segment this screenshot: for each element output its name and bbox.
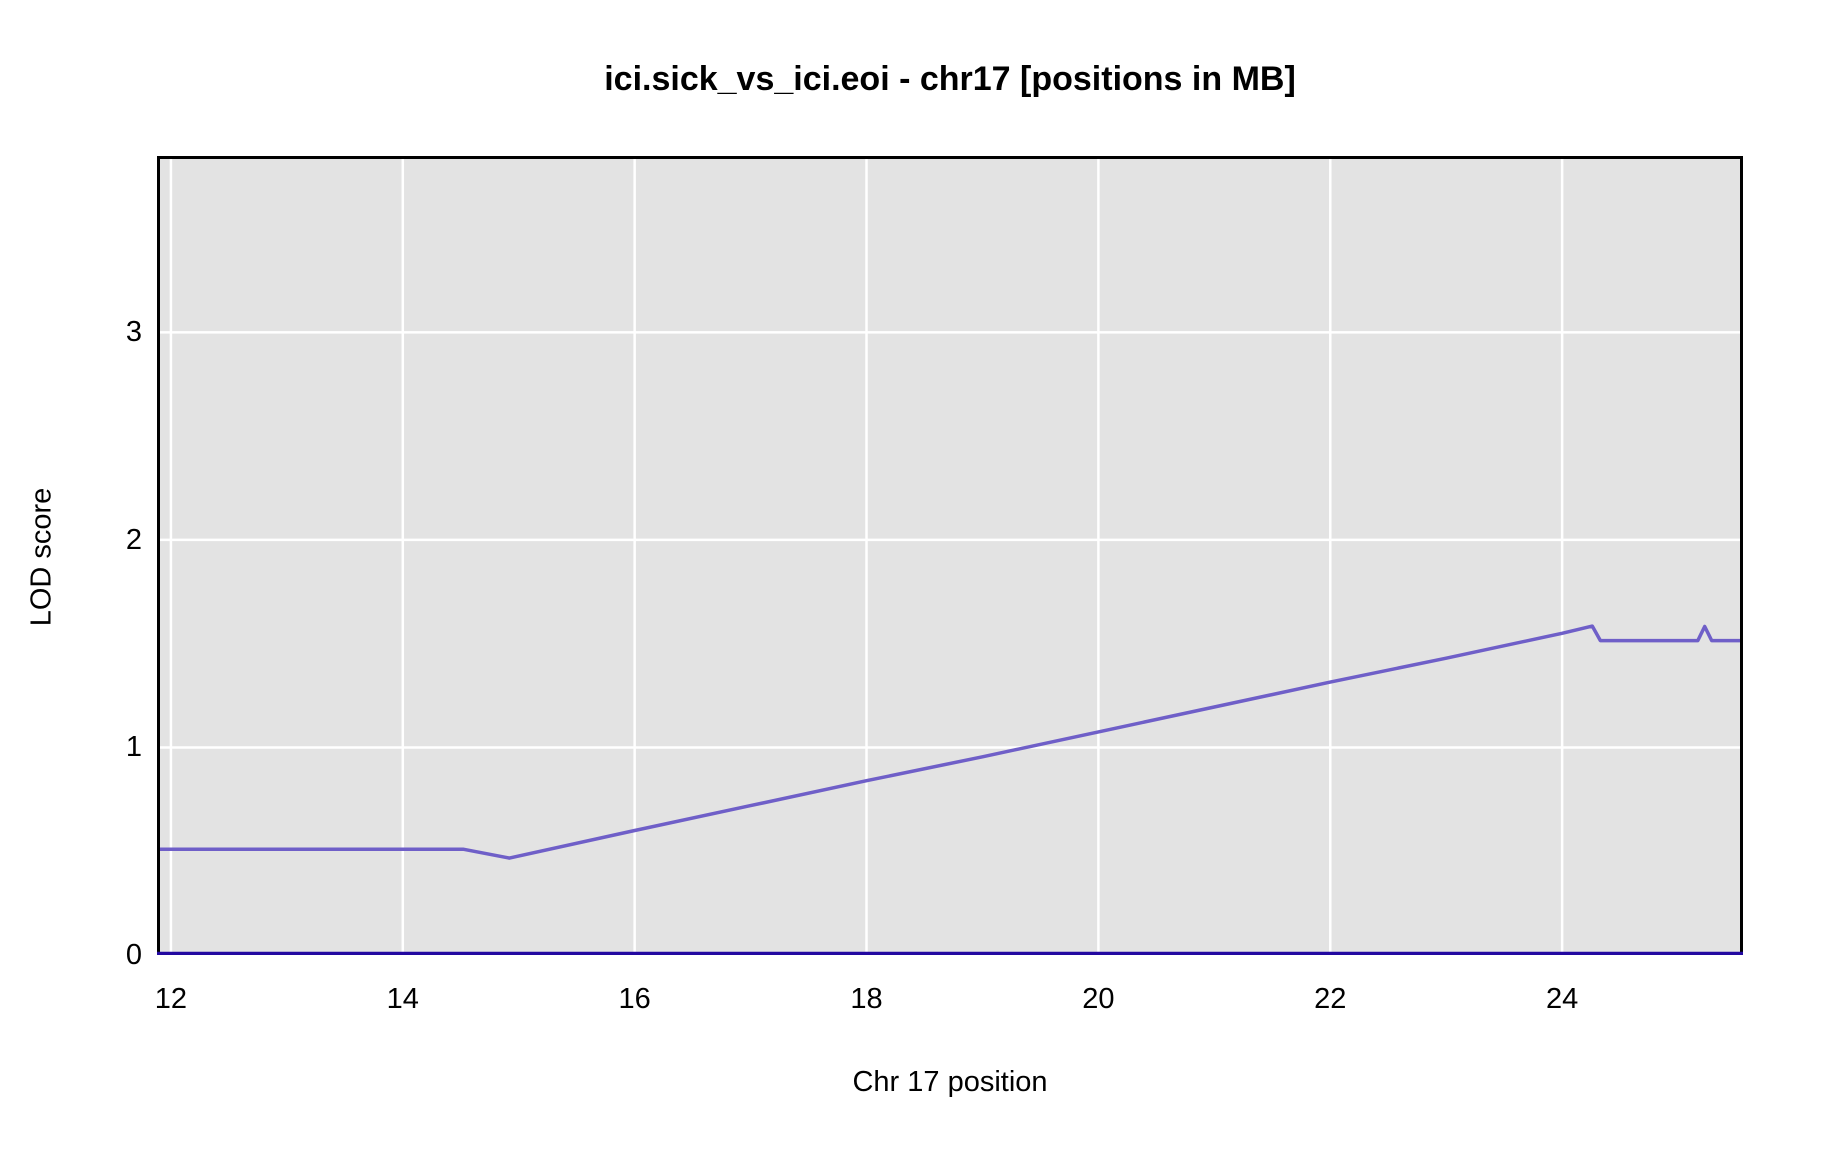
x-tick-label: 14 [386,983,419,1015]
x-tick-label: 24 [1545,983,1579,1015]
x-tick-label: 18 [850,983,883,1015]
y-tick-label: 0 [125,939,142,971]
x-tick-label: 12 [154,983,188,1015]
y-tick-label: 3 [125,316,142,349]
lod-series-line [157,624,1743,860]
plot-panel [157,156,1743,956]
y-tick-label: 2 [125,523,142,556]
panel-background [157,156,1743,955]
x-tick-label: 22 [1314,983,1347,1015]
x-tick-label: 16 [618,983,651,1015]
chart-title: ici.sick_vs_ici.eoi - chr17 [positions i… [604,60,1296,98]
lod-line-chart [157,156,1743,956]
y-tick-label: 1 [125,731,142,764]
x-tick-label: 20 [1082,983,1115,1015]
x-axis-title: Chr 17 position [852,1066,1048,1098]
y-axis-title: LOD score [25,487,58,627]
